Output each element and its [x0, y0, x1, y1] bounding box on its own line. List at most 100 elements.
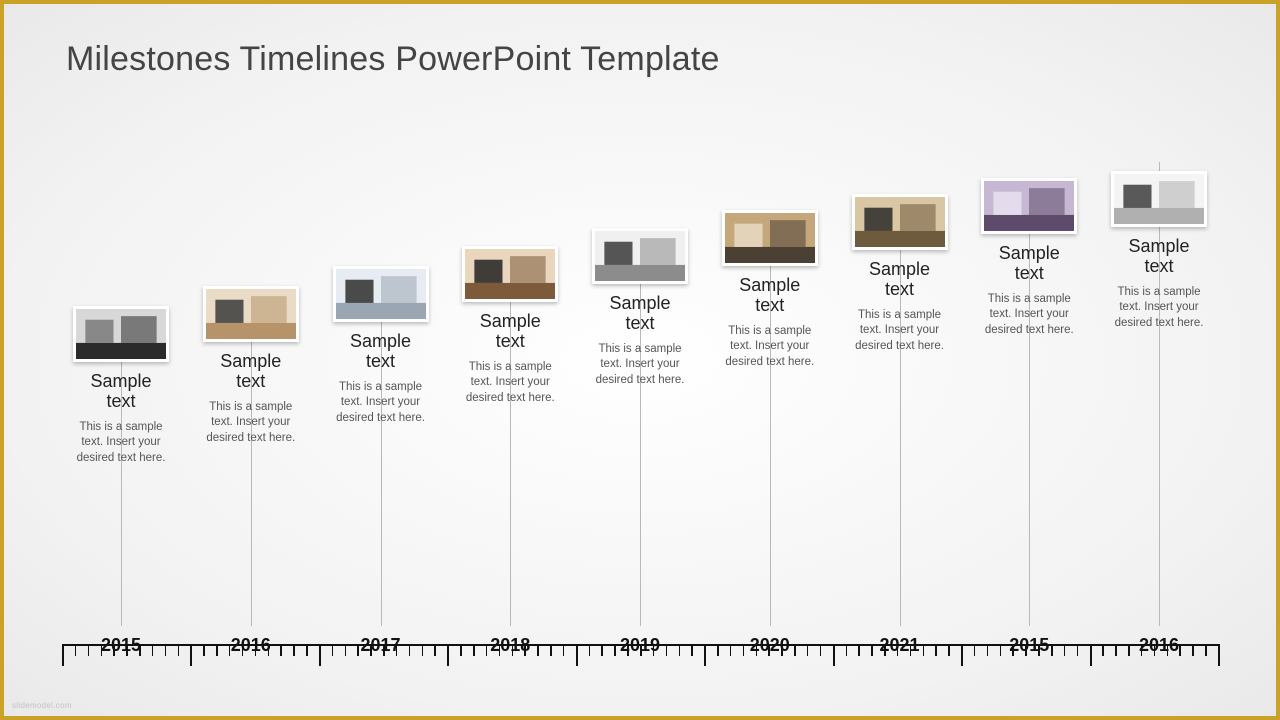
ruler-minor-tick [1000, 644, 1002, 656]
milestone-heading: Sample text [855, 260, 945, 300]
milestone-column: Sample text This is a sample text. Insert… [581, 171, 699, 656]
ruler-minor-tick [948, 644, 950, 656]
milestone-thumbnail [1111, 171, 1207, 227]
ruler-major-tick [833, 644, 835, 666]
milestone-body: This is a sample text. Insert your desir… [593, 342, 688, 389]
ruler-minor-tick [550, 644, 552, 656]
milestone-body: This is a sample text. Insert your desir… [982, 292, 1077, 339]
milestone-body: This is a sample text. Insert your desir… [333, 380, 428, 427]
milestone-column: Sample textThis is a sample text. Insert… [451, 171, 569, 656]
slide-frame: Milestones Timelines PowerPoint Template… [4, 4, 1276, 716]
ruler-minor-tick [178, 644, 180, 656]
ruler-minor-tick [152, 644, 154, 656]
ruler-minor-tick [345, 644, 347, 656]
milestone-heading: Sample text [984, 244, 1074, 284]
ruler-major-tick [190, 644, 192, 666]
ruler-minor-tick [216, 644, 218, 656]
milestone-year: 2016 [231, 628, 271, 656]
milestone-thumbnail [852, 194, 948, 250]
milestone-thumbnail [73, 306, 169, 362]
ruler-minor-tick [460, 644, 462, 656]
ruler-minor-tick [165, 644, 167, 656]
milestone-year: 2015 [101, 628, 141, 656]
ruler-major-tick [1090, 644, 1092, 666]
ruler-minor-tick [306, 644, 308, 656]
ruler-minor-tick [794, 644, 796, 656]
milestone-thumbnail [722, 210, 818, 266]
ruler-minor-tick [614, 644, 616, 656]
milestone-body: This is a sample text. Insert your desir… [74, 420, 169, 467]
milestone-thumbnail [592, 228, 688, 284]
ruler-minor-tick [820, 644, 822, 656]
ruler-major-tick [1218, 644, 1220, 666]
milestone-heading: Sample text [76, 372, 166, 412]
ruler-minor-tick [1179, 644, 1181, 656]
ruler-minor-tick [589, 644, 591, 656]
milestone-heading: Sample text [1114, 237, 1204, 277]
milestone-column: Sample text This is a sample text. Insert… [1100, 171, 1218, 656]
ruler-minor-tick [1128, 644, 1130, 656]
ruler-minor-tick [486, 644, 488, 656]
milestone-body: This is a sample text. Insert your desir… [463, 360, 558, 407]
milestone-thumbnail [333, 266, 429, 322]
ruler-minor-tick [473, 644, 475, 656]
milestone-heading: Sample text [725, 276, 815, 316]
ruler-minor-tick [601, 644, 603, 656]
watermark-text: slidemodel.com [12, 701, 72, 710]
ruler-minor-tick [563, 644, 565, 656]
milestone-column: Sample text This is a sample text. Insert… [62, 171, 180, 656]
ruler-minor-tick [332, 644, 334, 656]
milestone-column: Sample text This is a sample text. Insert… [970, 171, 1088, 656]
ruler-minor-tick [871, 644, 873, 656]
ruler-minor-tick [743, 644, 745, 656]
milestone-thumbnail [981, 178, 1077, 234]
timeline-columns: Sample text This is a sample text. Insert… [62, 139, 1218, 656]
ruler-minor-tick [422, 644, 424, 656]
ruler-minor-tick [409, 644, 411, 656]
milestone-heading: Sample text [336, 332, 426, 372]
milestone-year: 2019 [620, 628, 660, 656]
milestone-heading: Sample text [206, 352, 296, 392]
milestone-year: 2016 [1139, 628, 1179, 656]
milestone-year: 2015 [1009, 628, 1049, 656]
milestone-year: 2021 [879, 628, 919, 656]
ruler-minor-tick [280, 644, 282, 656]
ruler-minor-tick [1205, 644, 1207, 656]
ruler-minor-tick [75, 644, 77, 656]
milestone-thumbnail [462, 246, 558, 302]
ruler-minor-tick [807, 644, 809, 656]
ruler-minor-tick [974, 644, 976, 656]
milestone-heading: Sample text [595, 294, 685, 334]
ruler-minor-tick [1115, 644, 1117, 656]
ruler-minor-tick [537, 644, 539, 656]
ruler-minor-tick [203, 644, 205, 656]
milestone-column: Sample text This is a sample text. Insert… [711, 171, 829, 656]
ruler-minor-tick [730, 644, 732, 656]
ruler-minor-tick [717, 644, 719, 656]
milestone-year: 2020 [750, 628, 790, 656]
ruler-minor-tick [1192, 644, 1194, 656]
ruler-major-tick [62, 644, 64, 666]
milestone-year: 2017 [360, 628, 400, 656]
ruler-minor-tick [666, 644, 668, 656]
ruler-major-tick [576, 644, 578, 666]
milestone-column: Sample text This is a sample text. Insert… [192, 171, 310, 656]
ruler-minor-tick [987, 644, 989, 656]
ruler-minor-tick [923, 644, 925, 656]
ruler-minor-tick [846, 644, 848, 656]
ruler-minor-tick [858, 644, 860, 656]
ruler-major-tick [447, 644, 449, 666]
ruler-minor-tick [357, 644, 359, 656]
milestone-body: This is a sample text. Insert your desir… [203, 400, 298, 447]
timeline-area: Sample text This is a sample text. Insert… [62, 139, 1218, 656]
milestone-body: This is a sample text. Insert your desir… [722, 324, 817, 371]
milestone-thumbnail [203, 286, 299, 342]
ruler-minor-tick [1102, 644, 1104, 656]
ruler-minor-tick [1077, 644, 1079, 656]
milestone-body: This is a sample text. Insert your desir… [1112, 285, 1207, 332]
milestone-year: 2018 [490, 628, 530, 656]
ruler-minor-tick [691, 644, 693, 656]
milestone-column: Sample textThis is a sample text. Insert… [841, 171, 959, 656]
milestone-column: Sample text This is a sample text. Insert… [322, 171, 440, 656]
ruler-major-tick [704, 644, 706, 666]
